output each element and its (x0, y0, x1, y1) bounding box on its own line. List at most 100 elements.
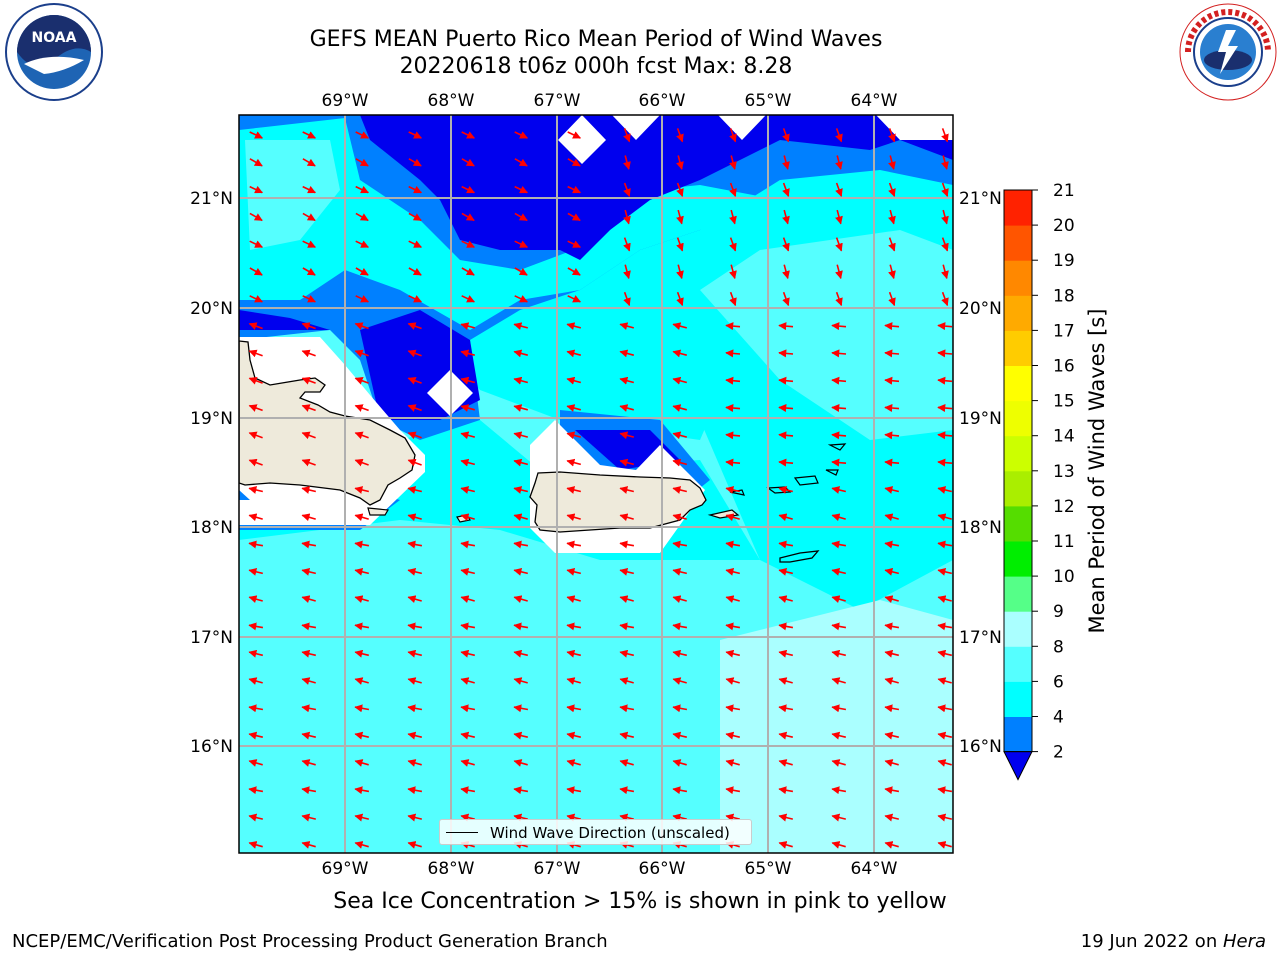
colorbar-tick-label: 19 (1053, 251, 1075, 271)
wind-wave-arrow (778, 486, 793, 494)
wind-wave-arrow (461, 267, 475, 276)
colorbar-tick-label: 16 (1053, 357, 1075, 377)
wind-wave-arrow (248, 759, 263, 767)
wind-wave-arrow (301, 649, 316, 658)
colorbar-tick-label: 12 (1053, 497, 1075, 517)
wind-wave-arrow (407, 759, 422, 767)
wind-wave-arrow (355, 131, 370, 139)
wind-wave-arrow (937, 649, 952, 658)
sea-ice-note: Sea Ice Concentration > 15% is shown in … (333, 889, 947, 914)
wind-wave-arrow (725, 567, 740, 576)
wind-wave-arrow (248, 622, 264, 631)
wind-wave-arrow (831, 813, 846, 822)
lon-label: 68°W (428, 859, 475, 879)
wind-wave-arrow (513, 376, 529, 385)
wind-wave-arrow (248, 513, 263, 522)
wind-wave-arrow (884, 813, 899, 822)
wind-wave-arrow (619, 704, 635, 713)
lon-label: 69°W (322, 91, 369, 111)
wind-wave-arrow (884, 376, 900, 385)
wind-wave-arrow (460, 704, 476, 713)
lat-label: 20°N (190, 299, 233, 319)
wind-wave-arrow (888, 237, 896, 252)
wind-wave-arrow (302, 185, 317, 194)
wind-wave-arrow (301, 786, 317, 795)
wind-wave-arrow (623, 209, 631, 225)
wind-wave-arrow (937, 731, 952, 740)
wind-wave-arrow (778, 677, 793, 685)
wind-wave-arrow (729, 182, 737, 197)
lat-labels-left: 21°N 20°N 19°N 18°N 17°N 16°N (190, 189, 233, 757)
wind-wave-arrow (513, 813, 528, 822)
wind-wave-arrow (567, 295, 582, 303)
wind-wave-arrow (619, 349, 635, 358)
wind-wave-arrow (566, 486, 581, 494)
wind-wave-arrow (249, 295, 264, 303)
wind-wave-arrow (408, 158, 422, 167)
wind-wave-arrow (831, 458, 847, 467)
wind-wave-arrow (408, 185, 423, 194)
wind-wave-arrow (725, 677, 740, 685)
wind-wave-arrow (672, 813, 687, 822)
wind-wave-arrow (566, 704, 582, 713)
wind-wave-arrow (567, 267, 581, 276)
wind-wave-arrow (249, 212, 263, 222)
colorbar-title: Mean Period of Wind Waves [s] (1085, 308, 1109, 634)
wind-wave-arrow (354, 841, 369, 849)
lon-label: 65°W (745, 859, 792, 879)
wind-wave-arrow (249, 158, 263, 167)
wind-wave-arrow (937, 376, 953, 385)
wind-wave-arrow (725, 540, 741, 549)
wind-wave-arrow (355, 295, 370, 303)
wind-wave-arrow (725, 376, 741, 385)
wind-wave-arrow (354, 567, 369, 576)
wind-wave-arrow (408, 267, 422, 276)
wind-wave-arrow (461, 131, 476, 139)
wind-wave-arrow (778, 649, 793, 658)
wind-wave-arrow (619, 786, 635, 795)
wind-wave-arrow (302, 158, 316, 167)
nws-logo (1179, 3, 1277, 101)
wind-wave-arrow (619, 376, 635, 385)
wind-wave-arrow (831, 540, 847, 549)
wind-wave-arrow (884, 458, 900, 467)
wind-wave-arrow (407, 813, 422, 822)
colorbar-tick-label: 2 (1053, 743, 1064, 763)
wind-wave-arrow (778, 376, 794, 385)
wind-wave-arrow (782, 128, 790, 143)
lon-label: 69°W (322, 859, 369, 879)
wind-wave-arrow (676, 155, 684, 170)
legend-label: Wind Wave Direction (unscaled) (490, 824, 730, 842)
wind-wave-arrow (301, 813, 316, 822)
wind-wave-arrow (460, 349, 476, 358)
wind-wave-arrow (566, 458, 582, 467)
wind-wave-arrow (407, 540, 423, 549)
colorbar-tick-label: 4 (1053, 708, 1064, 728)
wind-wave-arrow (460, 540, 476, 549)
wind-wave-arrow (778, 841, 793, 849)
wind-wave-arrow (941, 182, 949, 197)
wind-wave-arrow (566, 431, 582, 440)
wind-wave-arrow (460, 731, 475, 740)
wind-wave-arrow (513, 649, 528, 658)
wind-wave-arrow (884, 567, 899, 576)
wind-wave-arrow (513, 622, 529, 631)
wind-wave-arrow (937, 513, 952, 522)
wind-wave-arrow (672, 786, 688, 795)
colorbar-tick-label: 9 (1053, 602, 1064, 622)
wind-wave-arrow (354, 595, 369, 604)
wind-wave-arrow (778, 322, 794, 331)
wind-wave-arrow (831, 431, 847, 440)
wind-wave-arrow (566, 595, 581, 604)
wind-wave-arrow (460, 567, 475, 576)
wind-wave-arrow (941, 209, 949, 225)
wind-wave-arrow (676, 209, 684, 225)
wind-wave-arrow (725, 513, 740, 522)
wind-wave-arrow (248, 431, 263, 440)
wind-wave-arrow (672, 567, 687, 576)
colorbar-segment (1004, 435, 1032, 472)
wind-wave-arrow (408, 240, 423, 248)
wind-wave-arrow (354, 404, 369, 412)
wind-wave-arrow (778, 404, 794, 413)
colorbar-segment (1004, 190, 1032, 226)
